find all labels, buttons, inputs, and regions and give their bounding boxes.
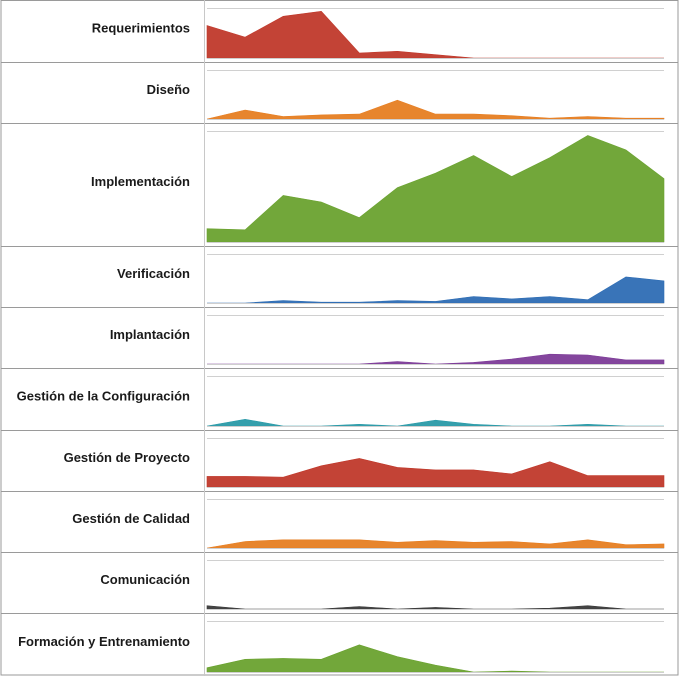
panel-diseno: Diseño bbox=[1, 62, 678, 123]
area-formacion-y-entrenamiento bbox=[206, 644, 664, 673]
series-label-comunicacion: Comunicación bbox=[100, 572, 190, 587]
panel-formacion-y-entrenamiento: Formación y Entrenamiento bbox=[1, 613, 678, 676]
area-comunicacion bbox=[206, 605, 664, 610]
panel-comunicacion: Comunicación bbox=[1, 552, 678, 613]
area-gestion-de-la-configuracion bbox=[206, 418, 664, 427]
panel-gestion-de-la-configuracion: Gestión de la Configuración bbox=[1, 368, 678, 430]
series-label-gestion-de-proyecto: Gestión de Proyecto bbox=[64, 450, 190, 465]
series-label-diseno: Diseño bbox=[147, 82, 190, 97]
series-label-gestion-de-calidad: Gestión de Calidad bbox=[72, 511, 190, 526]
series-label-gestion-de-la-configuracion: Gestión de la Configuración bbox=[17, 388, 190, 403]
panel-gestion-de-calidad: Gestión de Calidad bbox=[1, 491, 678, 552]
panel-gestion-de-proyecto: Gestión de Proyecto bbox=[1, 430, 678, 491]
area-implementacion bbox=[206, 135, 665, 243]
area-verificacion bbox=[207, 276, 665, 304]
area-diseno bbox=[206, 99, 665, 120]
panel-requerimientos: Requerimientos bbox=[92, 0, 664, 62]
series-label-implantacion: Implantación bbox=[110, 327, 190, 342]
series-label-implementacion: Implementación bbox=[91, 174, 190, 189]
panel-implementacion: Implementación bbox=[1, 123, 678, 246]
series-label-requerimientos: Requerimientos bbox=[92, 20, 190, 35]
panel-verificacion: Verificación bbox=[1, 246, 678, 307]
area-implantacion bbox=[207, 353, 665, 365]
area-requerimientos bbox=[206, 10, 664, 59]
series-label-formacion-y-entrenamiento: Formación y Entrenamiento bbox=[18, 634, 190, 649]
series-label-verificacion: Verificación bbox=[117, 266, 190, 281]
panel-implantacion: Implantación bbox=[1, 307, 678, 368]
area-gestion-de-proyecto bbox=[206, 458, 665, 488]
area-gestion-de-calidad bbox=[206, 539, 665, 549]
